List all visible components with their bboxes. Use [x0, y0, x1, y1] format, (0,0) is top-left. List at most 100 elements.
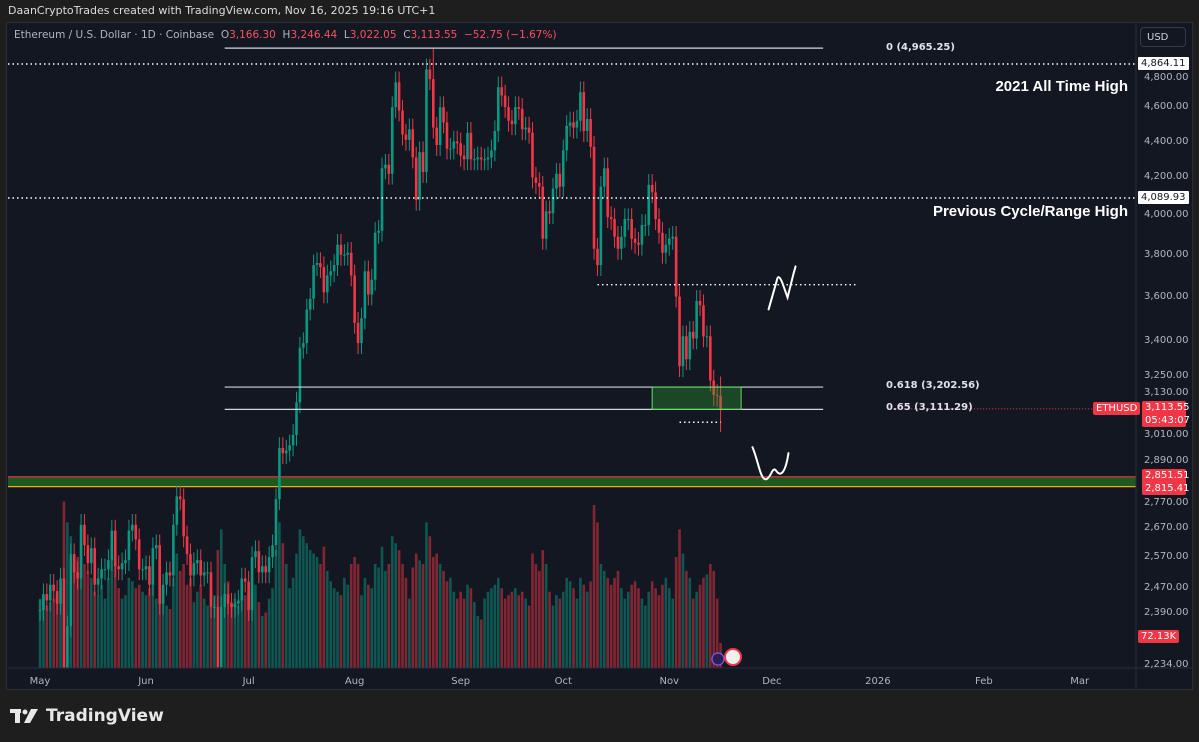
volume-bar — [551, 605, 555, 668]
candle-body — [360, 318, 363, 344]
volume-bar — [490, 588, 493, 668]
volume-bar — [96, 595, 100, 668]
candle-body — [565, 125, 568, 151]
volume-bar — [346, 584, 350, 668]
candle-body — [325, 275, 329, 293]
volume-bar — [66, 522, 69, 668]
candle-body — [503, 95, 507, 108]
volume-tag: 72.13K — [1138, 630, 1180, 643]
candle-body — [356, 322, 360, 344]
volume-bar — [172, 577, 175, 668]
candle-body — [555, 173, 558, 189]
volume-bar — [261, 615, 264, 668]
volume-bar — [349, 563, 353, 668]
candle-body — [650, 184, 654, 193]
volume-bar — [124, 595, 127, 668]
volume-bar — [623, 598, 627, 668]
candle-body — [209, 572, 213, 607]
candle-body — [264, 566, 268, 573]
volume-bar — [637, 588, 640, 668]
candle-body — [332, 265, 336, 272]
volume-bar — [144, 595, 148, 668]
volume-bar — [83, 563, 86, 668]
volume-bar — [367, 584, 370, 668]
candle-body — [96, 578, 100, 585]
volume-bar — [582, 584, 586, 668]
candle-body — [561, 150, 565, 187]
tradingview-brand: TradingView — [10, 706, 164, 726]
annotation-prev-high[interactable]: Previous Cycle/Range High — [932, 203, 1128, 220]
volume-bar — [531, 553, 534, 668]
candle-body — [243, 578, 247, 582]
candle-body — [83, 524, 86, 546]
candle-body — [544, 211, 548, 239]
volume-bar — [264, 612, 268, 668]
candle-body — [452, 141, 456, 149]
candle-body — [103, 569, 107, 571]
candle-body — [278, 447, 281, 500]
volume-bar — [332, 588, 336, 668]
volume-bar — [425, 522, 428, 668]
price-axis-label: 2,234.00 — [1144, 659, 1189, 671]
change-value: −52.75 (−1.67%) — [464, 29, 557, 41]
candle-body — [148, 566, 151, 585]
volume-bar — [45, 605, 49, 668]
price-axis-label: 3,600.00 — [1144, 290, 1189, 302]
candle-body — [435, 127, 439, 146]
candle-body — [295, 402, 298, 435]
volume-bar — [168, 609, 172, 668]
candle-body — [315, 263, 319, 266]
candle-body — [667, 238, 671, 245]
volume-bar — [657, 595, 661, 668]
candle-body — [319, 263, 322, 268]
candle-body — [158, 545, 161, 604]
volume-bar — [213, 595, 216, 668]
candle-body — [685, 336, 688, 360]
close-value: 3,113.55 — [410, 29, 458, 41]
volume-bar — [110, 557, 114, 668]
candle-body — [76, 572, 79, 579]
candle-body — [582, 92, 586, 132]
candle-body — [428, 69, 432, 80]
candle-body — [599, 186, 603, 266]
currency-button[interactable]: USD — [1140, 27, 1186, 47]
volume-bar — [288, 588, 291, 668]
volume-bar — [278, 522, 281, 668]
volume-bar — [240, 591, 244, 668]
volume-bar — [620, 588, 623, 668]
open-label: O — [220, 29, 230, 41]
volume-bar — [445, 581, 449, 668]
candle-body — [363, 271, 367, 319]
volume-bar — [356, 563, 360, 668]
volume-bar — [319, 563, 322, 668]
volume-bar — [401, 563, 404, 668]
volume-bar — [517, 595, 521, 668]
candle-body — [267, 557, 271, 573]
volume-bar — [524, 598, 527, 668]
candle-body — [93, 548, 97, 585]
volume-bar — [606, 577, 610, 668]
volume-bar — [538, 570, 541, 668]
price-tag-ath: 4,864.11 — [1138, 57, 1189, 70]
candle-body — [172, 524, 175, 576]
candle-body — [531, 132, 534, 178]
candle-body — [302, 343, 305, 348]
symbol-title[interactable]: Ethereum / U.S. Dollar · 1D · Coinbase — [14, 29, 215, 41]
candle-body — [192, 563, 196, 576]
volume-bar — [100, 584, 103, 668]
price-axis-label: 4,400.00 — [1144, 135, 1189, 147]
candle-body — [178, 496, 182, 500]
price-tag-prev-high: 4,089.93 — [1138, 191, 1189, 204]
volume-bar — [671, 598, 674, 668]
volume-bar — [199, 584, 203, 668]
candle-body — [688, 331, 692, 360]
candle-body — [585, 119, 589, 132]
volume-bar — [86, 570, 90, 668]
annotation-ath[interactable]: 2021 All Time High — [995, 78, 1128, 95]
volume-bar — [233, 598, 237, 668]
candle-body — [189, 554, 192, 576]
volume-bar — [633, 581, 637, 668]
volume-bar — [572, 588, 575, 668]
time-axis-label: 2026 — [865, 676, 891, 687]
